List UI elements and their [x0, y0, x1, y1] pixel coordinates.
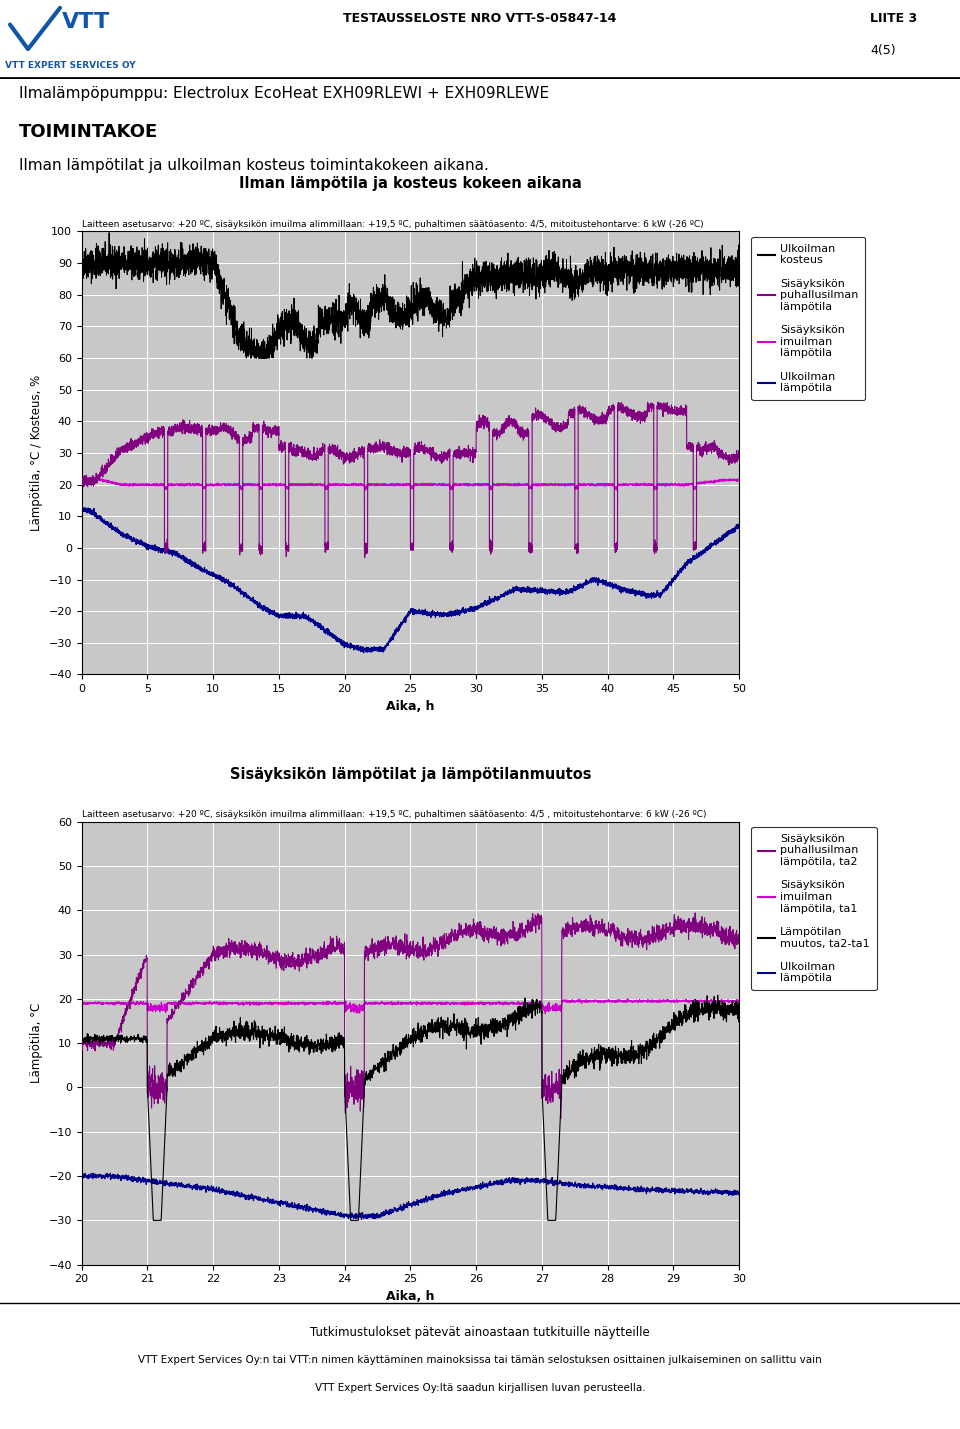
Text: Laitteen asetusarvo: +20 ºC, sisäyksikön imuilma alimmillaan: +19,5 ºC, puhaltim: Laitteen asetusarvo: +20 ºC, sisäyksikön…: [82, 810, 707, 819]
Text: Ilmalämpöpumppu: Electrolux EcoHeat EXH09RLEWI + EXH09RLEWE: Ilmalämpöpumppu: Electrolux EcoHeat EXH0…: [19, 86, 549, 100]
Text: VTT: VTT: [62, 11, 110, 31]
Text: 4(5): 4(5): [870, 44, 896, 57]
Text: TOIMINTAKOE: TOIMINTAKOE: [19, 123, 158, 141]
Text: Tutkimustulokset pätevät ainoastaan tutkituille näytteille: Tutkimustulokset pätevät ainoastaan tutk…: [310, 1326, 650, 1339]
Text: Ilman lämpötila ja kosteus kokeen aikana: Ilman lämpötila ja kosteus kokeen aikana: [239, 177, 582, 191]
Legend: Sisäyksikön
puhallusilman
lämpötila, ta2, Sisäyksikön
imuilman
lämpötila, ta1, L: Sisäyksikön puhallusilman lämpötila, ta2…: [752, 827, 876, 990]
Text: VTT Expert Services Oy:ltä saadun kirjallisen luvan perusteella.: VTT Expert Services Oy:ltä saadun kirjal…: [315, 1383, 645, 1393]
Y-axis label: Lämpötila, °C: Lämpötila, °C: [30, 1003, 43, 1083]
Y-axis label: Lämpötila, °C / Kosteus, %: Lämpötila, °C / Kosteus, %: [30, 374, 43, 532]
Text: TESTAUSSELOSTE NRO VTT-S-05847-14: TESTAUSSELOSTE NRO VTT-S-05847-14: [344, 11, 616, 24]
Text: LIITE 3: LIITE 3: [870, 11, 917, 24]
X-axis label: Aika, h: Aika, h: [386, 700, 435, 713]
Text: Ilman lämpötilat ja ulkoilman kosteus toimintakokeen aikana.: Ilman lämpötilat ja ulkoilman kosteus to…: [19, 159, 489, 173]
Text: VTT EXPERT SERVICES OY: VTT EXPERT SERVICES OY: [5, 61, 135, 70]
Text: VTT Expert Services Oy:n tai VTT:n nimen käyttäminen mainoksissa tai tämän selos: VTT Expert Services Oy:n tai VTT:n nimen…: [138, 1355, 822, 1365]
Text: Sisäyksikön lämpötilat ja lämpötilanmuutos: Sisäyksikön lämpötilat ja lämpötilanmuut…: [229, 767, 591, 782]
Text: Laitteen asetusarvo: +20 ºC, sisäyksikön imuilma alimmillaan: +19,5 ºC, puhaltim: Laitteen asetusarvo: +20 ºC, sisäyksikön…: [82, 220, 704, 229]
Legend: Ulkoilman
kosteus, Sisäyksikön
puhallusilman
lämpötila, Sisäyksikön
imuilman
läm: Ulkoilman kosteus, Sisäyksikön puhallusi…: [752, 237, 865, 400]
X-axis label: Aika, h: Aika, h: [386, 1290, 435, 1303]
